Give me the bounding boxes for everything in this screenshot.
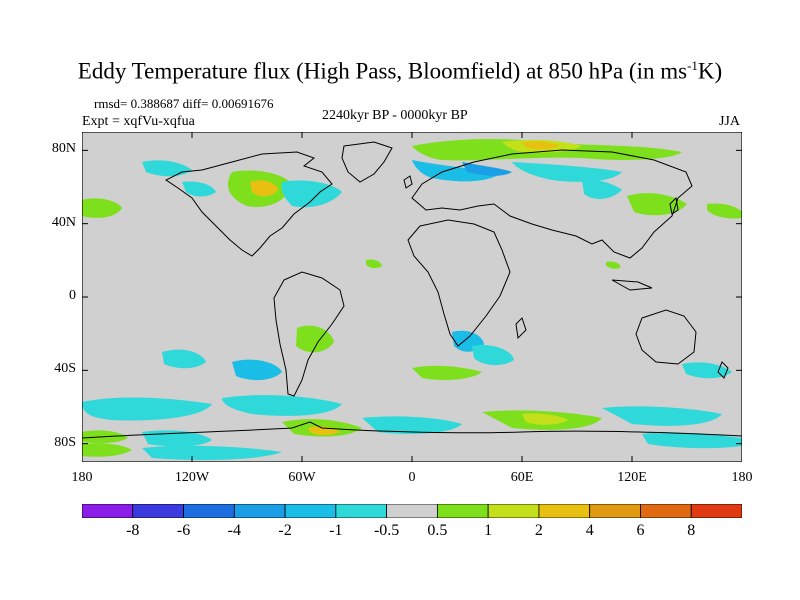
field-patch bbox=[82, 443, 132, 457]
colorbar-swatch bbox=[132, 504, 184, 518]
colorbar-label: -6 bbox=[176, 522, 191, 539]
field-patch bbox=[512, 162, 622, 182]
map-panel bbox=[82, 132, 742, 462]
x-tick-label: 0 bbox=[408, 470, 416, 485]
coastline-uk bbox=[403, 175, 413, 189]
field-patch bbox=[606, 261, 621, 269]
colorbar-swatch bbox=[690, 504, 742, 518]
period-label: 2240kyr BP - 0000kyr BP bbox=[322, 108, 468, 123]
colorbar-label: 6 bbox=[636, 522, 645, 539]
coastline-new-zealand bbox=[717, 361, 729, 379]
field-patch bbox=[296, 325, 334, 353]
coastline-indonesia bbox=[611, 279, 653, 291]
colorbar-swatch bbox=[487, 504, 540, 518]
colorbar-swatch bbox=[386, 504, 438, 518]
season-label: JJA bbox=[718, 114, 740, 129]
colorbar-swatch bbox=[82, 504, 134, 518]
colorbar-label: 4 bbox=[585, 522, 594, 539]
field-patch bbox=[182, 181, 216, 197]
coastline-madagascar bbox=[515, 317, 527, 340]
field-patch bbox=[602, 406, 722, 426]
field-patch bbox=[682, 362, 732, 379]
colorbar-swatch bbox=[640, 504, 692, 518]
x-tick-label: 120E bbox=[617, 470, 647, 485]
field-patch bbox=[472, 344, 514, 366]
field-patch bbox=[82, 397, 212, 421]
colorbar-label: 2 bbox=[534, 522, 543, 539]
x-tick-label: 60W bbox=[288, 470, 316, 485]
field-patch bbox=[142, 445, 282, 460]
colorbar-swatch bbox=[233, 504, 286, 518]
field-patch bbox=[462, 162, 512, 176]
field-patch bbox=[142, 160, 192, 177]
field-patch bbox=[222, 395, 342, 416]
x-tick-label: 180 bbox=[731, 470, 753, 485]
y-tick-label: 80S bbox=[54, 434, 76, 450]
colorbar-label: -8 bbox=[126, 522, 140, 539]
colorbar-swatch bbox=[589, 504, 641, 518]
colorbar-swatch bbox=[183, 504, 235, 518]
colorbar-label: -2 bbox=[278, 522, 292, 539]
field-patch bbox=[522, 413, 568, 425]
y-tick-label: 40N bbox=[51, 214, 76, 230]
colorbar-swatch bbox=[538, 504, 591, 518]
x-tick-label: 120W bbox=[174, 470, 210, 485]
y-tick-label: 40S bbox=[54, 361, 76, 377]
colorbar-label: 8 bbox=[687, 522, 696, 539]
coastline-south-america bbox=[273, 271, 345, 397]
colorbar-label: 1 bbox=[484, 522, 493, 539]
colorbar-label: 0.5 bbox=[427, 522, 448, 539]
x-axis-ticks bbox=[82, 132, 742, 462]
colorbar-label: -1 bbox=[329, 522, 343, 539]
field-patch bbox=[627, 193, 687, 216]
coastline-africa bbox=[407, 219, 511, 347]
y-tick-label: 0 bbox=[69, 288, 76, 303]
field-patch bbox=[366, 259, 382, 269]
map-title: Eddy Temperature flux (High Pass, Bloomf… bbox=[77, 58, 723, 84]
field-patch bbox=[707, 203, 742, 219]
colorbar-swatch bbox=[284, 504, 337, 518]
field-patch bbox=[162, 349, 206, 369]
field-patch bbox=[82, 198, 122, 218]
field-patch bbox=[232, 359, 282, 381]
coastline-australia bbox=[635, 309, 697, 365]
colorbar-swatch bbox=[436, 504, 489, 518]
experiment-label: Expt = xqfVu-xqfua bbox=[82, 114, 195, 129]
field-patch bbox=[412, 365, 482, 380]
x-tick-label: 180 bbox=[71, 470, 93, 485]
coastline-antarctica bbox=[82, 421, 742, 439]
field-patch bbox=[362, 416, 462, 434]
field-patch bbox=[250, 180, 278, 197]
colorbar-label: -0.5 bbox=[373, 522, 400, 539]
field-patch bbox=[522, 141, 560, 150]
colorbar bbox=[82, 504, 742, 518]
coastline-eurasia bbox=[411, 149, 693, 259]
field-patch bbox=[642, 432, 742, 449]
field-patch bbox=[582, 179, 622, 199]
y-axis-ticks bbox=[82, 149, 742, 445]
y-tick-label: 80N bbox=[51, 141, 76, 157]
anomaly-fields bbox=[82, 139, 742, 460]
x-tick-label: 60E bbox=[510, 470, 534, 485]
coastline-north-america bbox=[165, 151, 333, 257]
stats-label: rmsd= 0.388687 diff= 0.00691676 bbox=[94, 96, 274, 111]
colorbar-label: -4 bbox=[227, 522, 241, 539]
coastline-japan bbox=[669, 196, 679, 215]
coastlines bbox=[82, 141, 742, 439]
colorbar-swatch bbox=[335, 504, 388, 518]
coastline-greenland bbox=[341, 141, 393, 183]
